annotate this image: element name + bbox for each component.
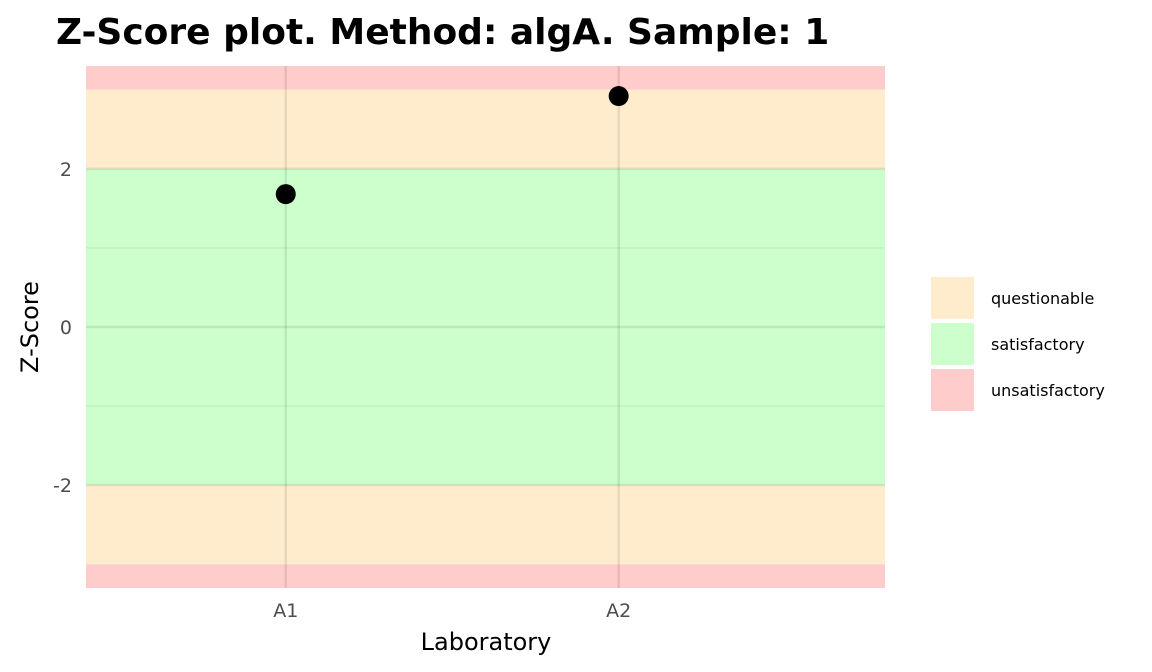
grid-lines (86, 66, 885, 588)
score-bands (86, 66, 885, 588)
y-tick-label: 0 (60, 317, 72, 339)
x-tick-label: A2 (606, 600, 631, 622)
data-point-A2 (608, 86, 629, 107)
data-points (275, 86, 629, 205)
y-axis-ticks: -2 0 2 (53, 159, 72, 497)
legend-key-questionable (931, 277, 974, 319)
legend: questionable satisfactory unsatisfactory (931, 277, 1105, 411)
band-questionable (86, 485, 885, 565)
legend-key-satisfactory (931, 323, 974, 365)
band-satisfactory (86, 168, 885, 486)
x-axis-title: Laboratory (421, 628, 552, 656)
band-unsatisfactory (86, 66, 885, 90)
legend-label-unsatisfactory: unsatisfactory (991, 381, 1105, 400)
x-tick-label: A1 (273, 600, 298, 622)
y-tick-label: -2 (53, 475, 72, 497)
band-unsatisfactory (86, 564, 885, 588)
legend-label-satisfactory: satisfactory (991, 335, 1085, 354)
band-questionable (86, 89, 885, 169)
legend-key-unsatisfactory (931, 369, 974, 411)
x-axis-ticks: A1 A2 (273, 600, 631, 622)
data-point-A1 (275, 184, 296, 205)
y-axis-title: Z-Score (16, 281, 44, 373)
chart-title: Z-Score plot. Method: algA. Sample: 1 (56, 12, 829, 53)
y-tick-label: 2 (60, 159, 72, 181)
legend-label-questionable: questionable (991, 289, 1094, 308)
